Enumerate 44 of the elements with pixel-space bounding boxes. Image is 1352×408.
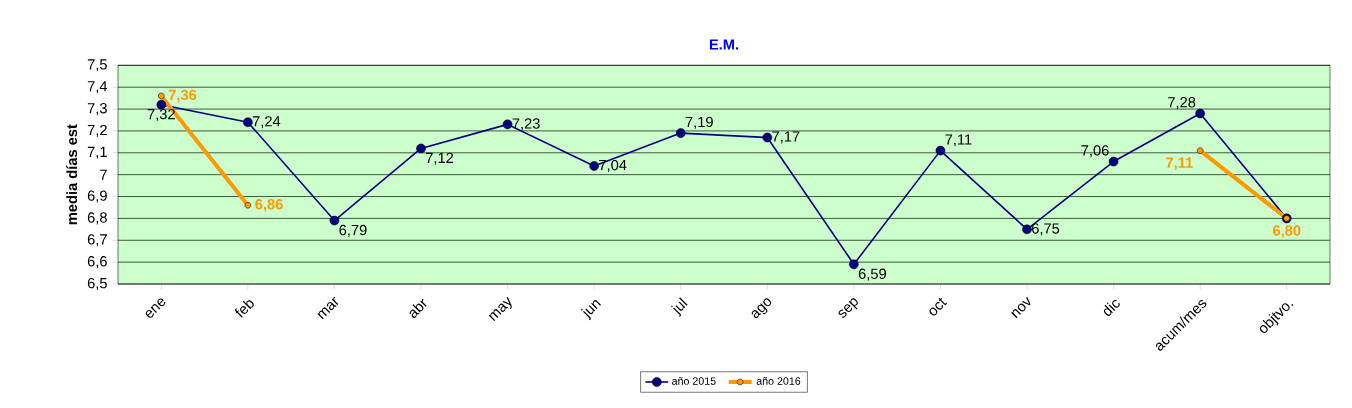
data-label: 6,59 <box>858 268 886 281</box>
data-label: 6,86 <box>255 199 283 212</box>
data-label: 7,12 <box>426 152 454 165</box>
y-tick-label: 6,7 <box>87 234 107 247</box>
y-tick-label: 7,2 <box>87 124 107 137</box>
legend-label: año 2016 <box>756 377 801 385</box>
x-tick-label: feb <box>235 300 254 318</box>
chart-title: E.M. <box>709 39 739 50</box>
data-label: 7,32 <box>147 108 175 122</box>
y-axis-title: media días est <box>66 124 78 225</box>
x-tick-label: may <box>488 296 512 322</box>
data-label: 6,79 <box>339 224 367 237</box>
data-label: 7,36 <box>168 89 197 103</box>
y-tick-label: 7,3 <box>87 103 107 116</box>
y-tick-label: 6,8 <box>87 212 107 225</box>
data-label: 6,80 <box>1272 225 1301 238</box>
y-tick-label: 7,1 <box>87 146 107 159</box>
data-label: 7,11 <box>945 134 972 147</box>
data-label: 7,19 <box>685 116 713 129</box>
data-label: 7,24 <box>252 116 281 129</box>
x-tick-label: jul <box>671 297 688 317</box>
y-tick-label: 6,5 <box>87 277 107 291</box>
x-tick-label: ago <box>751 298 772 319</box>
x-tick-label: oct <box>929 297 948 316</box>
x-tick-label: nov <box>1011 296 1031 319</box>
data-label: 6,75 <box>1032 223 1060 236</box>
y-tick-label: 7,4 <box>87 81 108 94</box>
y-tick-label: 7 <box>100 169 107 180</box>
x-tick-label: jun <box>581 300 601 321</box>
x-tick-label: mar <box>317 296 339 320</box>
data-label: 7,28 <box>1168 97 1196 110</box>
y-tick-label: 7,5 <box>87 59 107 72</box>
data-label: 7,17 <box>772 131 800 144</box>
legend-label: año 2015 <box>672 377 716 385</box>
data-label: 7,23 <box>512 118 540 131</box>
y-tick-label: 6,6 <box>87 256 107 269</box>
x-tick-label: abr <box>409 298 427 318</box>
data-label: 7,04 <box>599 159 627 172</box>
data-label: 7,11 <box>1166 157 1193 170</box>
x-tick-label: dic <box>1103 300 1120 316</box>
x-tick-label: sep <box>838 298 858 318</box>
x-tick-label: ene <box>145 298 166 318</box>
data-label: 7,06 <box>1081 145 1109 158</box>
y-tick-label: 6,9 <box>87 190 107 203</box>
